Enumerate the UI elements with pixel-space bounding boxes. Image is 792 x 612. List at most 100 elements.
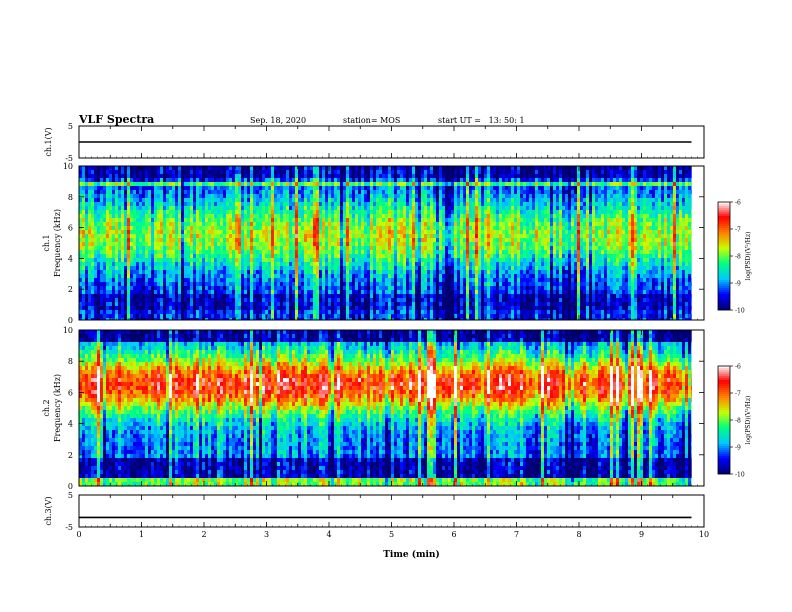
- ch1-spectrogram-cell: [421, 182, 425, 187]
- ch1-spectrogram-cell: [544, 186, 548, 191]
- ch1-spectrogram-cell: [82, 170, 86, 175]
- ch1-spectrogram-cell: [169, 246, 173, 251]
- ch1-spectrogram-cell: [583, 202, 587, 207]
- ch1-spectrogram-cell: [523, 218, 527, 223]
- ch1-spectrogram-cell: [301, 198, 305, 203]
- ch1-spectrogram-cell: [127, 222, 131, 227]
- ch1-spectrogram-cell: [451, 170, 455, 175]
- ch1-spectrogram-cell: [430, 186, 434, 191]
- ch1-spectrogram-cell: [289, 206, 293, 211]
- ch1-spectrogram-cell: [445, 214, 449, 219]
- ch1-spectrogram-cell: [259, 214, 263, 219]
- ch1-spectrogram-cell: [379, 166, 383, 171]
- ch1-spectrogram-cell: [484, 246, 488, 251]
- ch1-spectrogram-cell: [472, 238, 476, 243]
- ch1-spectrogram-cell: [253, 170, 257, 175]
- ch1-spectrogram-cell: [544, 214, 548, 219]
- ch1-spectrogram-cell: [226, 186, 230, 191]
- ch1-spectrogram-cell: [451, 230, 455, 235]
- ch1-spectrogram-cell: [211, 222, 215, 227]
- ch1-spectrogram-cell: [289, 194, 293, 199]
- ch1-spectrogram-cell: [130, 242, 134, 247]
- ch1-spectrogram-cell: [529, 166, 533, 171]
- ch1-spectrogram-cell: [463, 242, 467, 247]
- ch1-spectrogram-cell: [430, 234, 434, 239]
- ch1-spectrogram-cell: [451, 214, 455, 219]
- ch1-spectrogram-cell: [91, 198, 95, 203]
- ch1-spectrogram-cell: [667, 246, 671, 251]
- ch1-spectrogram-cell: [253, 218, 257, 223]
- ch1-spectrogram-cell: [166, 186, 170, 191]
- ch1-spectrogram-cell: [334, 194, 338, 199]
- ch1-spectrogram-cell: [346, 226, 350, 231]
- ch1-spectrogram-cell: [388, 190, 392, 195]
- ch1-spectrogram-cell: [130, 250, 134, 255]
- ch1-spectrogram-cell: [136, 194, 140, 199]
- ch1-spectrogram-cell: [631, 222, 635, 227]
- ch1-spectrogram-cell: [562, 194, 566, 199]
- ch1-spectrogram-cell: [643, 238, 647, 243]
- ch1-spectrogram-cell: [577, 198, 581, 203]
- ch1-spectrogram-cell: [679, 250, 683, 255]
- ch1-spectrogram-cell: [202, 238, 206, 243]
- ch1-spectrogram-cell: [418, 178, 422, 183]
- ch1-spectrogram-cell: [178, 190, 182, 195]
- ch1-spectrogram-cell: [454, 238, 458, 243]
- x-tick-label: 8: [576, 530, 581, 539]
- ch1-spectrogram-cell: [193, 190, 197, 195]
- ch1-spectrogram-cell: [286, 198, 290, 203]
- ch1-spectrogram-cell: [658, 170, 662, 175]
- ch1-spectrogram-cell: [295, 202, 299, 207]
- ch1-spectrogram-cell: [511, 218, 515, 223]
- ch1-spectrogram-cell: [79, 250, 83, 255]
- ch1-spectrogram-cell: [79, 202, 83, 207]
- ch1-spectrogram-cell: [412, 234, 416, 239]
- ch1-spectrogram-cell: [532, 190, 536, 195]
- ch1-spectrogram-cell: [496, 250, 500, 255]
- ch1-spectrogram-cell: [223, 182, 227, 187]
- ch1-spectrogram-cell: [109, 206, 113, 211]
- ch1-spectrogram-cell: [634, 230, 638, 235]
- ch1-spectrogram-cell: [214, 190, 218, 195]
- ch1-spectrogram-cell: [445, 210, 449, 215]
- ch1-spectrogram-cell: [562, 246, 566, 251]
- ch1-spectrogram-cell: [346, 186, 350, 191]
- ch1-spectrogram-cell: [610, 206, 614, 211]
- ch1-spectrogram-cell: [184, 238, 188, 243]
- ch1-spectrogram-cell: [589, 182, 593, 187]
- ch1-spectrogram-cell: [619, 222, 623, 227]
- ch1-spectrogram-cell: [139, 202, 143, 207]
- ch1-spectrogram-cell: [592, 234, 596, 239]
- ch1-spectrogram-cell: [277, 250, 281, 255]
- ch1-spectrogram-cell: [268, 166, 272, 171]
- ch1-spectrogram-cell: [481, 230, 485, 235]
- ch1-spectrogram-cell: [148, 198, 152, 203]
- ch1-spectrogram-cell: [184, 198, 188, 203]
- ch1-spectrogram-cell: [490, 178, 494, 183]
- ch1-spectrogram-cell: [649, 238, 653, 243]
- ch1-spectrogram-cell: [109, 230, 113, 235]
- ch1-spectrogram-cell: [316, 242, 320, 247]
- ch1-spectrogram-cell: [493, 210, 497, 215]
- ch1-spectrogram-cell: [631, 234, 635, 239]
- ch1-spectrogram-cell: [553, 178, 557, 183]
- x-tick-label: 9: [639, 530, 644, 539]
- ch1-spectrogram-cell: [226, 238, 230, 243]
- ch1-spectrogram-cell: [304, 250, 308, 255]
- ch1-spectrogram-cell: [148, 182, 152, 187]
- ch1-spectrogram-cell: [202, 250, 206, 255]
- ch1-spectrogram-cell: [253, 182, 257, 187]
- ch1-spectrogram-cell: [145, 206, 149, 211]
- ch1-spectrogram-cell: [241, 194, 245, 199]
- ch1-spectrogram-cell: [79, 214, 83, 219]
- ch1-spectrogram-cell: [424, 238, 428, 243]
- ch1-spectrogram-cell: [295, 210, 299, 215]
- ch1-spectrogram-cell: [541, 178, 545, 183]
- ch1-spectrogram-cell: [535, 238, 539, 243]
- ch1-spectrogram-cell: [427, 234, 431, 239]
- ch1-spectrogram-cell: [109, 234, 113, 239]
- ch1-spectrogram-cell: [649, 210, 653, 215]
- ch1-spectrogram-cell: [604, 206, 608, 211]
- ch1-spectrogram-cell: [184, 166, 188, 171]
- ch1-spectrogram-cell: [523, 174, 527, 179]
